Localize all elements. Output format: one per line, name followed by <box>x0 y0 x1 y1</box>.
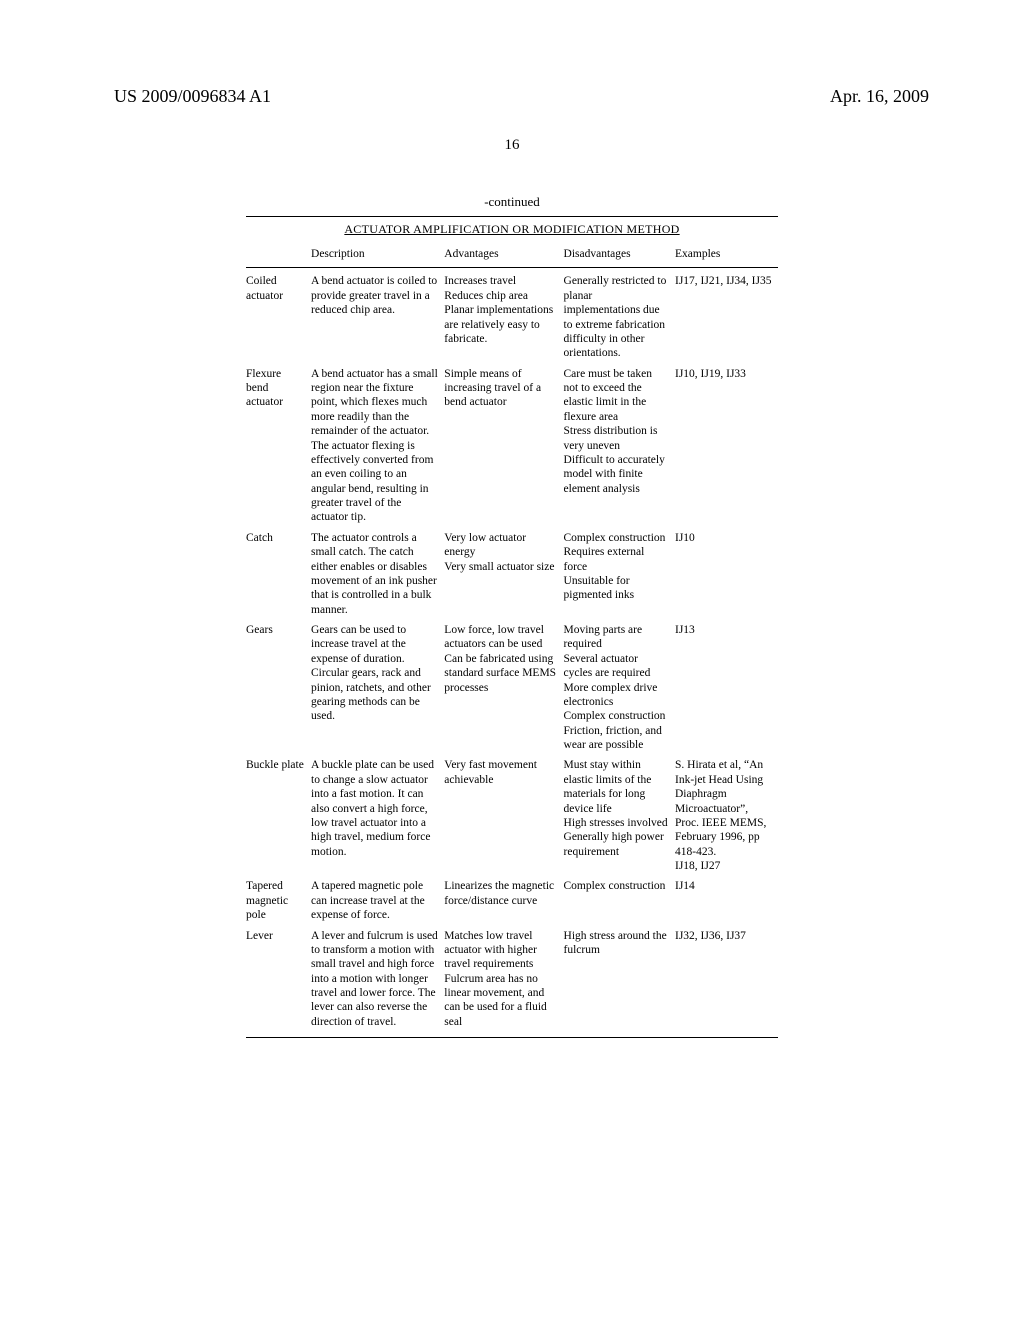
row-examples: IJ17, IJ21, IJ34, IJ35 <box>675 268 778 361</box>
row-disadvantages: High stress around the fulcrum <box>564 923 675 1030</box>
row-disadvantages: Moving parts are requiredSeveral actuato… <box>564 617 675 752</box>
table-row: Buckle plateA buckle plate can be used t… <box>246 752 778 873</box>
row-disadvantages: Care must be taken not to exceed the ela… <box>564 361 675 525</box>
row-name: Coiled actuator <box>246 268 311 361</box>
page-number: 16 <box>0 137 1024 154</box>
row-advantages: Matches low travel actuator with higher … <box>444 923 563 1030</box>
row-name: Lever <box>246 923 311 1030</box>
publication-date: Apr. 16, 2009 <box>830 86 929 107</box>
row-examples: IJ10 <box>675 525 778 617</box>
row-examples: IJ14 <box>675 873 778 922</box>
table-row: LeverA lever and fulcrum is used to tran… <box>246 923 778 1030</box>
row-advantages: Simple means of increasing travel of a b… <box>444 361 563 525</box>
row-description: A tapered magnetic pole can increase tra… <box>311 873 444 922</box>
row-description: Gears can be used to increase travel at … <box>311 617 444 752</box>
row-advantages: Very low actuator energyVery small actua… <box>444 525 563 617</box>
col-header-description: Description <box>311 243 444 268</box>
row-advantages: Very fast movement achievable <box>444 752 563 873</box>
bottom-rule <box>246 1037 778 1038</box>
row-examples: S. Hirata et al, “An Ink-jet Head Using … <box>675 752 778 873</box>
row-name: Catch <box>246 525 311 617</box>
row-description: A lever and fulcrum is used to transform… <box>311 923 444 1030</box>
table-row: Coiled actuatorA bend actuator is coiled… <box>246 268 778 361</box>
row-advantages: Linearizes the magnetic force/distance c… <box>444 873 563 922</box>
actuator-table: Description Advantages Disadvantages Exa… <box>246 243 778 1029</box>
row-examples: IJ13 <box>675 617 778 752</box>
table-row: Flexure bend actuatorA bend actuator has… <box>246 361 778 525</box>
publication-number: US 2009/0096834 A1 <box>114 86 271 107</box>
row-description: A bend actuator is coiled to provide gre… <box>311 268 444 361</box>
row-name: Buckle plate <box>246 752 311 873</box>
row-disadvantages: Must stay within elastic limits of the m… <box>564 752 675 873</box>
row-description: A buckle plate can be used to change a s… <box>311 752 444 873</box>
row-advantages: Increases travelReduces chip areaPlanar … <box>444 268 563 361</box>
col-header-disadvantages: Disadvantages <box>564 243 675 268</box>
col-header-advantages: Advantages <box>444 243 563 268</box>
row-description: The actuator controls a small catch. The… <box>311 525 444 617</box>
table-row: CatchThe actuator controls a small catch… <box>246 525 778 617</box>
row-description: A bend actuator has a small region near … <box>311 361 444 525</box>
row-disadvantages: Complex construction <box>564 873 675 922</box>
table-row: Tapered magnetic poleA tapered magnetic … <box>246 873 778 922</box>
table-title: ACTUATOR AMPLIFICATION OR MODIFICATION M… <box>246 220 778 243</box>
row-disadvantages: Generally restricted to planar implement… <box>564 268 675 361</box>
row-name: Tapered magnetic pole <box>246 873 311 922</box>
row-disadvantages: Complex constructionRequires external fo… <box>564 525 675 617</box>
table-container: -continued ACTUATOR AMPLIFICATION OR MOD… <box>246 194 778 1038</box>
col-header-examples: Examples <box>675 243 778 268</box>
row-examples: IJ10, IJ19, IJ33 <box>675 361 778 525</box>
row-examples: IJ32, IJ36, IJ37 <box>675 923 778 1030</box>
row-advantages: Low force, low travel actuators can be u… <box>444 617 563 752</box>
row-name: Gears <box>246 617 311 752</box>
col-header-name <box>246 243 311 268</box>
continued-label: -continued <box>246 194 778 210</box>
table-row: GearsGears can be used to increase trave… <box>246 617 778 752</box>
row-name: Flexure bend actuator <box>246 361 311 525</box>
